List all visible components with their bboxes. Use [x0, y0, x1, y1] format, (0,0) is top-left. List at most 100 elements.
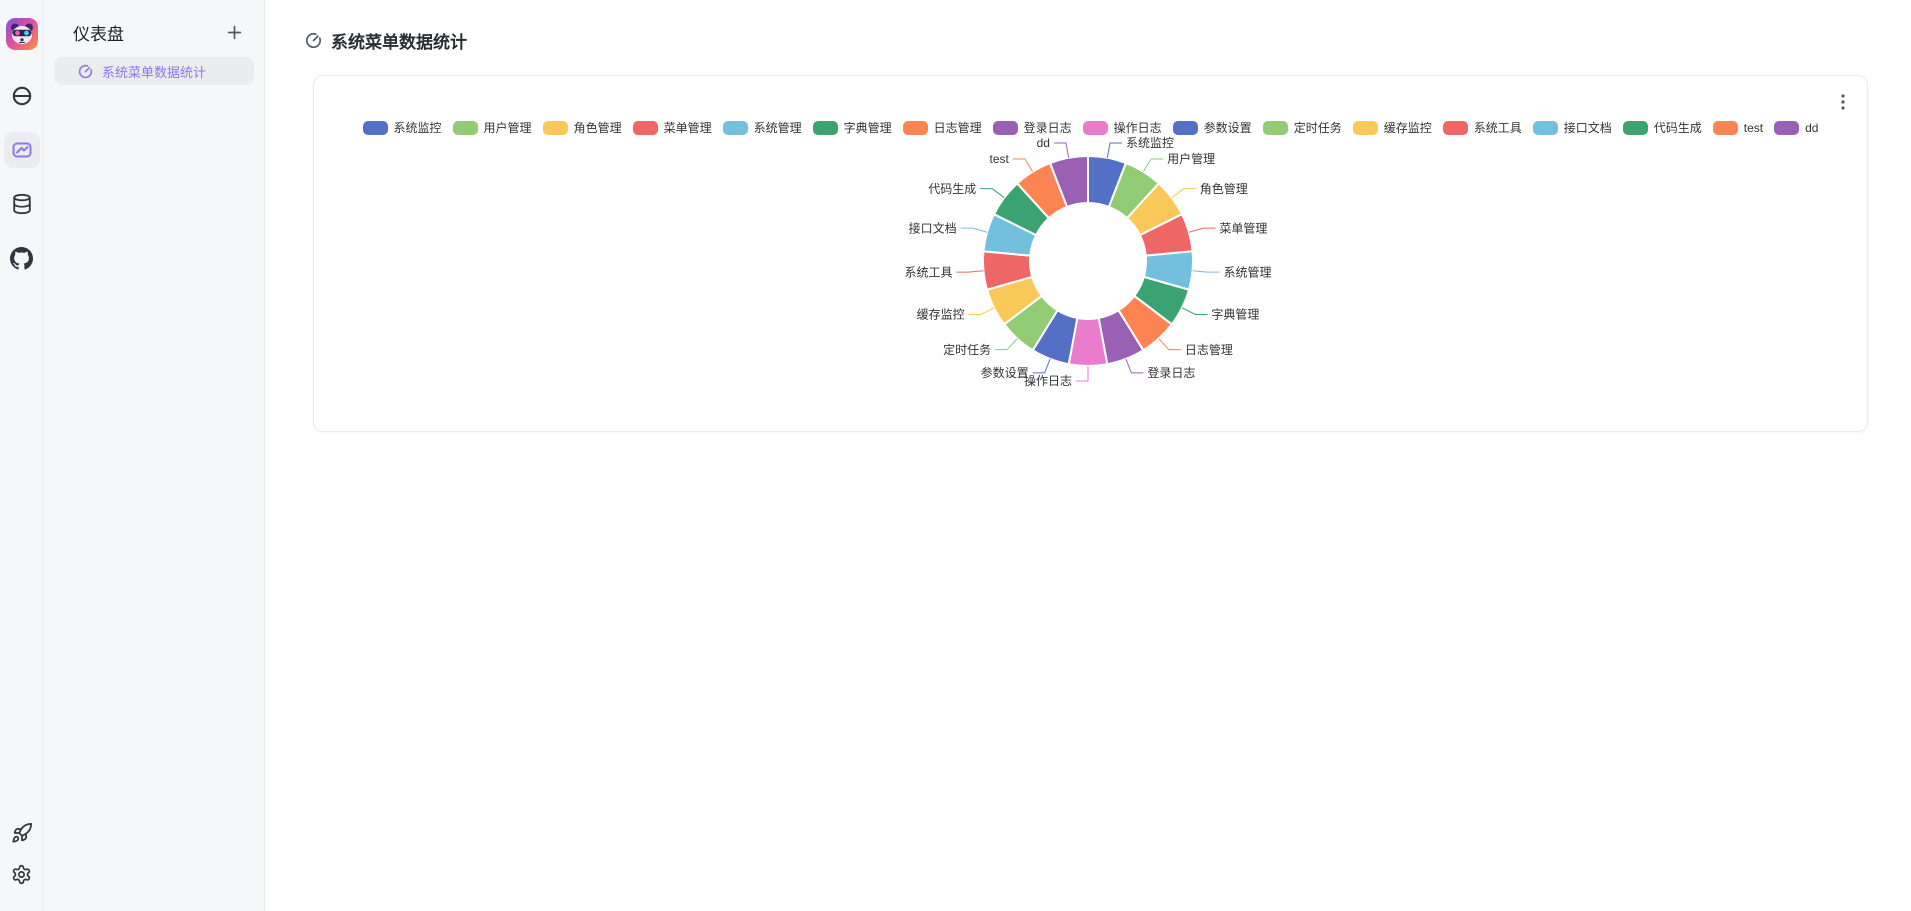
pie-label: test: [989, 152, 1009, 166]
legend-label: 代码生成: [1653, 121, 1702, 135]
legend-swatch: [1622, 120, 1648, 135]
pie-label-line: [1171, 188, 1196, 199]
card-more-button[interactable]: [1835, 92, 1851, 115]
pie-label-line: [1076, 366, 1089, 382]
gauge-icon: [305, 32, 322, 49]
legend-swatch: [1532, 120, 1558, 135]
pie-label: dd: [1037, 136, 1050, 150]
legend-label: 参数设置: [1203, 121, 1252, 135]
kebab-menu-icon: [1841, 94, 1845, 110]
legend-label: 接口文档: [1563, 121, 1612, 135]
legend-label: 系统管理: [753, 121, 802, 135]
add-dashboard-button[interactable]: [224, 22, 245, 43]
legend-label: 菜单管理: [663, 121, 712, 135]
legend-item[interactable]: 用户管理: [452, 119, 532, 136]
page-title: 系统菜单数据统计: [331, 33, 467, 52]
rail-item-github[interactable]: [4, 240, 40, 276]
pie-label: 系统工具: [904, 265, 952, 279]
link-icon: [12, 86, 31, 106]
database-icon: [12, 193, 31, 215]
rail-item-database[interactable]: [4, 186, 40, 222]
pie-label: 代码生成: [928, 182, 976, 196]
pie-label-line: [1142, 158, 1164, 172]
pie-label: 角色管理: [1200, 181, 1248, 196]
legend-item[interactable]: 操作日志: [1082, 119, 1162, 136]
legend-item[interactable]: 缓存监控: [1352, 119, 1432, 136]
pie-label-line: [980, 188, 1005, 199]
legend-label: 缓存监控: [1383, 121, 1432, 135]
pie-label-line: [968, 307, 995, 315]
pie-label-line: [960, 227, 988, 233]
pie-label: 用户管理: [1167, 151, 1215, 166]
rail-item-settings[interactable]: [4, 856, 40, 892]
pie-label: 字典管理: [1211, 307, 1259, 322]
pie-label: 参数设置: [981, 365, 1029, 380]
legend-swatch: [1774, 120, 1800, 135]
rail-item-launch[interactable]: [4, 815, 40, 851]
pie-slice[interactable]: [1049, 155, 1089, 208]
chart-box-icon: [12, 142, 31, 158]
github-icon: [10, 246, 33, 269]
legend-item[interactable]: 定时任务: [1262, 119, 1342, 136]
pie-label: 操作日志: [1024, 373, 1072, 388]
pie-label-line: [1032, 358, 1051, 374]
pie-label-line: [995, 338, 1018, 351]
pie-label-line: [1053, 142, 1070, 158]
legend-swatch: [812, 120, 838, 135]
legend-swatch: [1262, 120, 1288, 135]
legend-item[interactable]: 接口文档: [1532, 119, 1612, 136]
sidebar-item-menu-stats[interactable]: 系统菜单数据统计: [54, 57, 254, 85]
rail-item-connections[interactable]: [4, 78, 40, 114]
sidebar-title: 仪表盘: [73, 25, 124, 44]
pie-label-line: [1188, 227, 1216, 233]
legend-item[interactable]: 字典管理: [812, 119, 892, 136]
pie-label-line: [1012, 158, 1034, 172]
gauge-icon: [78, 64, 93, 78]
legend-label: 系统工具: [1473, 121, 1522, 135]
legend-label: 登录日志: [1023, 121, 1072, 135]
legend-swatch: [1442, 120, 1468, 135]
legend-item[interactable]: 菜单管理: [632, 119, 712, 136]
pie-label: 定时任务: [943, 342, 991, 357]
pie-label-line: [1181, 307, 1208, 315]
panda-logo-icon: [5, 18, 38, 50]
legend-swatch: [992, 120, 1018, 135]
legend-label: 日志管理: [933, 121, 982, 135]
pie-label: 系统监控: [1126, 136, 1174, 150]
legend-item[interactable]: 系统工具: [1442, 119, 1522, 136]
pie-label-line: [1125, 358, 1144, 374]
legend-label: 操作日志: [1113, 121, 1162, 135]
legend-swatch: [542, 120, 568, 135]
pie-label: 菜单管理: [1219, 220, 1267, 235]
legend-swatch: [362, 120, 388, 135]
legend-swatch: [1712, 120, 1738, 135]
legend-swatch: [632, 120, 658, 135]
rail-item-dashboard[interactable]: [3, 132, 40, 168]
pie-label-line: [1106, 142, 1123, 158]
pie-label-line: [1158, 338, 1181, 351]
icon-rail: [0, 0, 44, 911]
legend-label: 字典管理: [843, 121, 892, 135]
pie-label: 登录日志: [1147, 365, 1195, 380]
gear-icon: [12, 864, 31, 884]
legend-label: dd: [1805, 120, 1819, 135]
legend-item[interactable]: 系统管理: [722, 119, 802, 136]
app-logo[interactable]: [5, 18, 38, 50]
chart-card: 系统监控 用户管理 角色管理 菜单管理 系统管理 字典管理 日志管理 登录日志 操作日志 参数设置…: [313, 75, 1868, 432]
legend-item[interactable]: 角色管理: [542, 119, 622, 136]
legend-item[interactable]: 日志管理: [902, 119, 982, 136]
pie-label-line: [1192, 270, 1220, 273]
rocket-icon: [11, 822, 32, 843]
pie-label: 缓存监控: [917, 308, 965, 322]
donut-chart: 系统监控用户管理角色管理菜单管理系统管理字典管理日志管理登录日志操作日志参数设置…: [904, 136, 1271, 388]
chart-legend: 系统监控 用户管理 角色管理 菜单管理 系统管理 字典管理 日志管理 登录日志 操作日志 参数设置…: [322, 119, 1859, 136]
legend-item[interactable]: 参数设置: [1172, 119, 1252, 136]
legend-item[interactable]: test: [1712, 120, 1764, 135]
legend-label: test: [1743, 120, 1764, 135]
legend-item[interactable]: dd: [1774, 120, 1819, 135]
legend-item[interactable]: 代码生成: [1622, 119, 1702, 136]
legend-item[interactable]: 系统监控: [362, 119, 442, 136]
legend-label: 定时任务: [1293, 121, 1342, 135]
legend-item[interactable]: 登录日志: [992, 119, 1072, 136]
